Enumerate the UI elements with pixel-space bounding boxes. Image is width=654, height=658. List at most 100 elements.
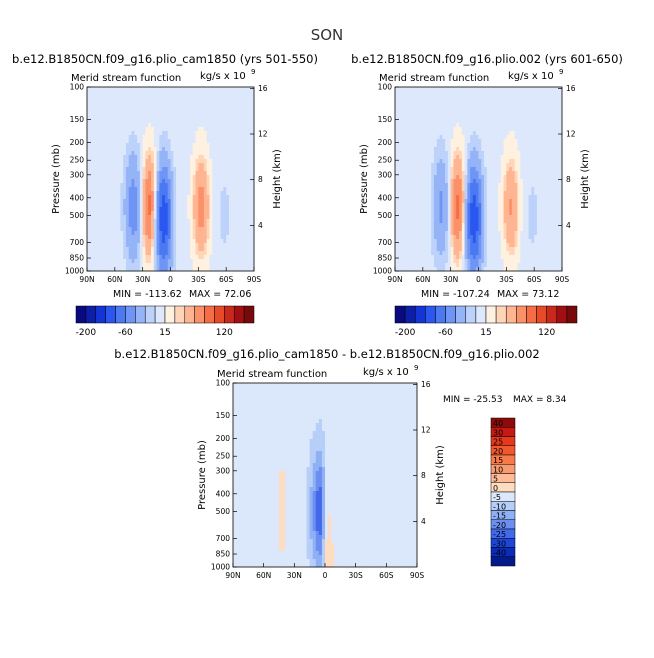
field-cell bbox=[453, 207, 456, 211]
field-cell bbox=[506, 143, 509, 147]
field-cell bbox=[218, 263, 221, 267]
field-cell bbox=[243, 143, 246, 147]
field-cell bbox=[504, 123, 507, 127]
field-cell bbox=[204, 131, 207, 135]
field-cell bbox=[509, 159, 512, 163]
field-cell bbox=[104, 159, 107, 163]
field-cell bbox=[462, 143, 465, 147]
field-cell bbox=[445, 231, 448, 235]
field-cell bbox=[90, 107, 93, 111]
field-cell bbox=[120, 151, 123, 155]
field-cell bbox=[423, 111, 426, 115]
field-cell bbox=[426, 175, 429, 179]
field-cell bbox=[248, 163, 251, 167]
field-cell bbox=[451, 263, 454, 267]
field-cell bbox=[109, 235, 112, 239]
field-cell bbox=[184, 143, 187, 147]
field-cell bbox=[106, 147, 109, 151]
field-cell bbox=[151, 243, 154, 247]
field-cell bbox=[168, 111, 171, 115]
field-cell bbox=[456, 211, 459, 215]
field-cell bbox=[414, 163, 417, 167]
field-cell bbox=[395, 135, 398, 139]
field-cell bbox=[145, 123, 148, 127]
field-cell bbox=[190, 151, 193, 155]
field-cell bbox=[173, 115, 176, 119]
field-cell bbox=[229, 119, 232, 123]
field-cell bbox=[226, 99, 229, 103]
field-cell bbox=[509, 187, 512, 191]
field-cell bbox=[492, 103, 495, 107]
field-cell bbox=[229, 159, 232, 163]
field-cell bbox=[212, 195, 215, 199]
field-cell bbox=[223, 175, 226, 179]
field-cell bbox=[229, 243, 232, 247]
field-cell bbox=[504, 135, 507, 139]
field-cell bbox=[223, 191, 226, 195]
field-cell bbox=[437, 171, 440, 175]
field-cell bbox=[462, 155, 465, 159]
field-cell bbox=[526, 119, 529, 123]
field-cell bbox=[151, 95, 154, 99]
field-cell bbox=[456, 87, 459, 91]
field-cell bbox=[412, 151, 415, 155]
field-cell bbox=[431, 203, 434, 207]
field-cell bbox=[179, 107, 182, 111]
field-cell bbox=[492, 119, 495, 123]
field-cell bbox=[204, 219, 207, 223]
field-cell bbox=[118, 227, 121, 231]
field-cell bbox=[109, 223, 112, 227]
field-cell bbox=[123, 115, 126, 119]
field-cell bbox=[126, 167, 129, 171]
field-cell bbox=[481, 227, 484, 231]
field-cell bbox=[112, 235, 115, 239]
field-cell bbox=[417, 211, 420, 215]
field-cell bbox=[479, 131, 482, 135]
field-cell bbox=[115, 263, 118, 267]
field-cell bbox=[218, 199, 221, 203]
field-cell bbox=[168, 123, 171, 127]
field-cell bbox=[223, 199, 226, 203]
field-cell bbox=[423, 163, 426, 167]
field-cell bbox=[134, 251, 137, 255]
field-cell bbox=[196, 195, 199, 199]
field-cell bbox=[235, 243, 238, 247]
field-cell bbox=[506, 163, 509, 167]
field-cell bbox=[243, 191, 246, 195]
field-cell bbox=[212, 107, 215, 111]
field-cell bbox=[87, 187, 90, 191]
field-cell bbox=[423, 227, 426, 231]
field-cell bbox=[504, 155, 507, 159]
field-cell bbox=[87, 203, 90, 207]
field-cell bbox=[118, 103, 121, 107]
field-cell bbox=[148, 163, 151, 167]
field-cell bbox=[515, 159, 518, 163]
field-cell bbox=[126, 187, 129, 191]
field-cell bbox=[120, 219, 123, 223]
field-cell bbox=[226, 207, 229, 211]
field-cell bbox=[218, 235, 221, 239]
field-cell bbox=[240, 159, 243, 163]
field-cell bbox=[426, 223, 429, 227]
field-cell bbox=[209, 155, 212, 159]
field-cell bbox=[434, 139, 437, 143]
field-cell bbox=[148, 175, 151, 179]
field-cell bbox=[431, 183, 434, 187]
field-cell bbox=[190, 139, 193, 143]
field-cell bbox=[506, 227, 509, 231]
field-cell bbox=[442, 251, 445, 255]
field-cell bbox=[501, 123, 504, 127]
field-cell bbox=[190, 203, 193, 207]
field-cell bbox=[120, 223, 123, 227]
field-cell bbox=[431, 171, 434, 175]
field-cell bbox=[187, 155, 190, 159]
field-cell bbox=[193, 143, 196, 147]
field-cell bbox=[151, 191, 154, 195]
field-cell bbox=[409, 199, 412, 203]
field-cell bbox=[440, 151, 443, 155]
field-cell bbox=[104, 167, 107, 171]
field-cell bbox=[145, 211, 148, 215]
field-cell bbox=[132, 247, 135, 251]
field-cell bbox=[501, 151, 504, 155]
field-cell bbox=[129, 203, 132, 207]
